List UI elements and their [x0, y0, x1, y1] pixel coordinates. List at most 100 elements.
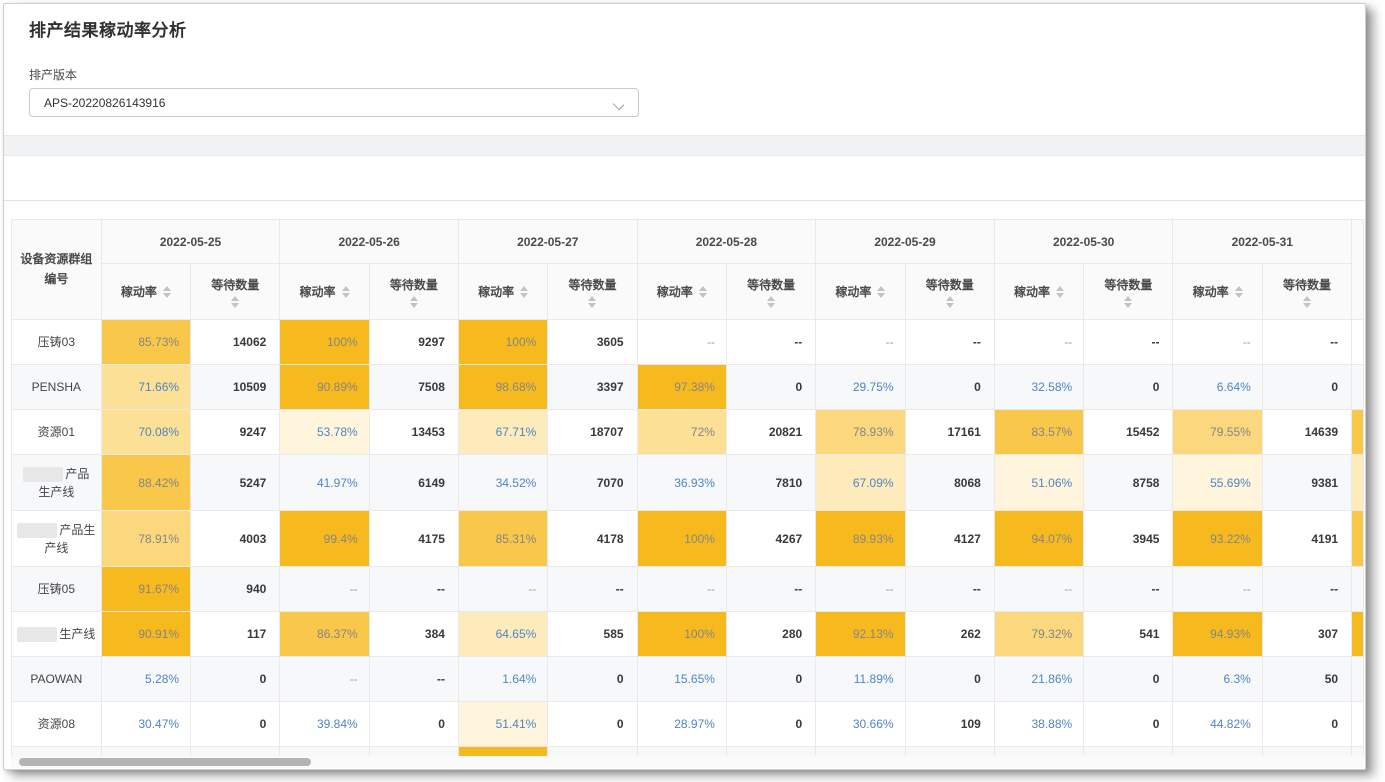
rate-cell: 30.47%	[101, 702, 190, 747]
wait-cell: --	[726, 567, 815, 612]
sort-icon[interactable]	[342, 286, 350, 298]
sort-icon[interactable]	[163, 286, 171, 298]
card-divider	[4, 200, 1365, 201]
wait-column-header[interactable]: 等待数量	[369, 264, 458, 320]
wait-cell	[548, 747, 637, 757]
sort-icon[interactable]	[231, 296, 239, 308]
rate-column-header[interactable]: 稼动率	[816, 264, 905, 320]
wait-cell: --	[726, 320, 815, 365]
date-header: 2022-05-29	[816, 220, 995, 264]
wait-cell: 8758	[1084, 455, 1173, 511]
section-divider-band	[4, 135, 1365, 156]
rate-column-header[interactable]: 稼动率	[1173, 264, 1262, 320]
row-label: 资源08	[12, 702, 102, 747]
redaction-block	[17, 523, 57, 538]
wait-cell: 6149	[369, 455, 458, 511]
wait-cell: --	[1084, 320, 1173, 365]
wait-cell: 280	[726, 612, 815, 657]
date-header: 2022-05-27	[458, 220, 637, 264]
redaction-block	[17, 627, 57, 642]
schedule-version-select[interactable]: APS-20220826143916	[29, 88, 639, 117]
rate-cell: 39.84%	[280, 702, 369, 747]
redaction-block	[23, 467, 63, 482]
sort-icon[interactable]	[767, 296, 775, 308]
row-label: PAOWAN	[12, 657, 102, 702]
wait-column-header[interactable]: 等待数量	[905, 264, 994, 320]
wait-cell: --	[1084, 567, 1173, 612]
rate-cell: 90.91%	[101, 612, 190, 657]
rate-cell: 83.57%	[994, 410, 1083, 455]
wait-cell: 4003	[191, 511, 280, 567]
rate-cell: 41.97%	[280, 455, 369, 511]
wait-cell: 384	[369, 612, 458, 657]
overflow-cell	[1352, 702, 1364, 747]
rate-cell: 79.32%	[994, 612, 1083, 657]
wait-cell: 0	[905, 365, 994, 410]
rate-column-header[interactable]: 稼动率	[994, 264, 1083, 320]
rate-cell: --	[458, 567, 547, 612]
sort-icon[interactable]	[1235, 286, 1243, 298]
rate-cell: 94.93%	[1173, 612, 1262, 657]
wait-cell: 18707	[548, 410, 637, 455]
rate-cell: --	[816, 567, 905, 612]
wait-cell: --	[905, 567, 994, 612]
sort-icon[interactable]	[588, 296, 596, 308]
rate-cell: 15.65%	[637, 657, 726, 702]
wait-column-header[interactable]: 等待数量	[548, 264, 637, 320]
rate-cell: 67.71%	[458, 410, 547, 455]
table-row: 资源0170.08%924753.78%1345367.71%1870772%2…	[12, 410, 1364, 455]
sort-icon[interactable]	[1303, 296, 1311, 308]
sort-icon[interactable]	[410, 296, 418, 308]
wait-column-header[interactable]: 等待数量	[1084, 264, 1173, 320]
row-label: 资源01	[12, 410, 102, 455]
wait-cell: 0	[1262, 702, 1351, 747]
rate-cell: 11.89%	[816, 657, 905, 702]
sort-icon[interactable]	[946, 296, 954, 308]
app-window: 排产结果稼动率分析 排产版本 APS-20220826143916 设备资源群组…	[3, 3, 1366, 770]
sort-icon[interactable]	[1124, 296, 1132, 308]
wait-cell: 20821	[726, 410, 815, 455]
wait-cell: 0	[548, 702, 637, 747]
rate-cell: --	[637, 320, 726, 365]
sort-icon[interactable]	[520, 286, 528, 298]
schedule-version-value: APS-20220826143916	[44, 96, 165, 110]
rate-cell: --	[994, 320, 1083, 365]
table-row: 产品生产线88.42%524741.97%614934.52%707036.93…	[12, 455, 1364, 511]
wait-cell: 7508	[369, 365, 458, 410]
rate-column-header[interactable]: 稼动率	[458, 264, 547, 320]
wait-column-header[interactable]: 等待数量	[726, 264, 815, 320]
date-header: 2022-05-31	[1173, 220, 1352, 264]
rate-column-header[interactable]: 稼动率	[280, 264, 369, 320]
sort-icon[interactable]	[1056, 286, 1064, 298]
wait-column-header[interactable]: 等待数量	[1262, 264, 1351, 320]
sort-icon[interactable]	[699, 286, 707, 298]
wait-cell: 940	[191, 567, 280, 612]
overflow-cell	[1352, 511, 1364, 567]
wait-cell: 0	[1084, 657, 1173, 702]
rate-column-header[interactable]: 稼动率	[637, 264, 726, 320]
rate-cell: 91.67%	[101, 567, 190, 612]
overflow-cell	[1352, 455, 1364, 511]
wait-cell	[1262, 747, 1351, 757]
wait-cell: --	[369, 567, 458, 612]
rate-cell	[1173, 747, 1262, 757]
overflow-cell	[1352, 410, 1364, 455]
date-header: 2022-05-28	[637, 220, 816, 264]
rate-cell: 97.38%	[637, 365, 726, 410]
rate-column-header[interactable]: 稼动率	[101, 264, 190, 320]
wait-cell: --	[369, 657, 458, 702]
rate-cell: 78.93%	[816, 410, 905, 455]
rate-cell: 100%	[637, 511, 726, 567]
wait-cell: 0	[1084, 365, 1173, 410]
wait-column-header[interactable]: 等待数量	[191, 264, 280, 320]
wait-cell	[905, 747, 994, 757]
rate-cell: --	[816, 320, 905, 365]
wait-cell: 0	[1084, 702, 1173, 747]
wait-cell: 8068	[905, 455, 994, 511]
rate-cell: 79.55%	[1173, 410, 1262, 455]
sort-icon[interactable]	[877, 286, 885, 298]
rate-cell: 86.37%	[280, 612, 369, 657]
horizontal-scrollbar-thumb[interactable]	[19, 758, 311, 766]
horizontal-scrollbar-track[interactable]	[11, 756, 1364, 768]
rate-cell: 6.3%	[1173, 657, 1262, 702]
